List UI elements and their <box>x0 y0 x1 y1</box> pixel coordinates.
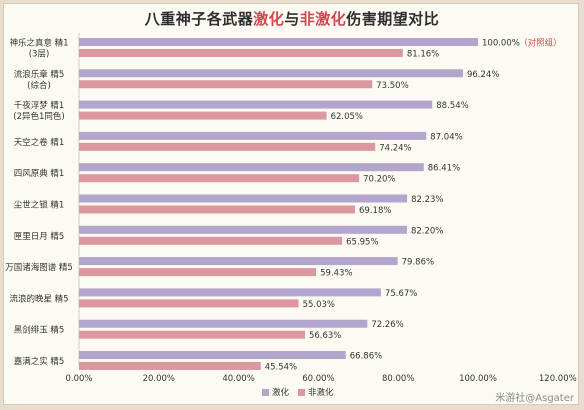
category-label: 神乐之真意 精1 <box>9 38 68 49</box>
bar-catalyze <box>79 257 398 266</box>
category-label: 四风原典 精1 <box>14 168 65 179</box>
title-part-2: 激化 <box>253 10 285 28</box>
category-label: 流浪的晚星 精5 <box>9 293 68 304</box>
bar-catalyze <box>79 319 368 328</box>
bar-noncatalyze <box>79 80 373 89</box>
watermark: 米游社@Asgater <box>495 393 574 404</box>
category-label: 匣里日月 精5 <box>14 231 65 242</box>
bar-catalyze <box>79 351 346 359</box>
category-label: 黑剑绯玉 精5 <box>14 325 65 336</box>
x-tick-label: 20.00% <box>143 374 175 384</box>
category-label: 尘世之锁 精1 <box>14 200 65 211</box>
category-label: 万国诸海图谱 精5 <box>5 262 73 273</box>
category-label: 千夜浮梦 精1 <box>14 100 65 111</box>
data-label: 75.67% <box>385 289 417 299</box>
data-label: 65.95% <box>346 237 378 247</box>
bar-catalyze <box>79 100 433 109</box>
title-part-3: 与 <box>284 10 300 28</box>
bar-catalyze <box>79 288 381 297</box>
x-tick-label: 40.00% <box>222 374 254 384</box>
data-label: 82.20% <box>411 226 443 236</box>
bar-noncatalyze <box>79 236 343 245</box>
category-label: 天空之卷 精1 <box>14 137 65 148</box>
data-label: 87.04% <box>430 132 462 142</box>
x-tick-label: 60.00% <box>302 374 334 384</box>
title-part-5: 伤害期望对比 <box>346 10 440 28</box>
x-tick-label: 100.00% <box>459 374 497 384</box>
bar-noncatalyze <box>79 49 403 57</box>
category-sublabel: (2异色1同色) <box>13 111 64 122</box>
category-label: 流浪乐章 精5 <box>14 69 65 80</box>
data-label: 100.00% <box>482 39 520 49</box>
annotation-control-group: （对照组） <box>519 38 562 49</box>
bar-noncatalyze <box>79 174 360 183</box>
data-label: 96.24% <box>467 70 499 80</box>
legend-label: 激化 <box>272 387 290 398</box>
chart-title: 八重神子各武器激化与非激化伤害期望对比 <box>0 8 584 29</box>
x-tick-label: 0.00% <box>65 374 92 384</box>
legend-swatch <box>298 389 305 396</box>
bar-noncatalyze <box>79 205 356 214</box>
category-label: 嘉满之实 精5 <box>14 356 65 367</box>
bar-noncatalyze <box>79 330 305 339</box>
title-part-4: 非激化 <box>299 10 347 28</box>
x-tick-label: 120.00% <box>539 374 577 384</box>
data-label: 88.54% <box>436 101 468 111</box>
legend-swatch <box>262 389 269 396</box>
data-label: 45.54% <box>265 363 297 373</box>
category-sublabel: (综合) <box>27 80 51 91</box>
bar-catalyze <box>79 38 478 46</box>
data-label: 56.63% <box>309 331 341 341</box>
bar-catalyze <box>79 225 407 234</box>
bar-catalyze <box>79 194 408 203</box>
bar-catalyze <box>79 131 427 140</box>
title-part-1: 八重神子各武器 <box>144 10 254 28</box>
bar-noncatalyze <box>79 142 376 151</box>
bar-noncatalyze <box>79 111 327 120</box>
data-label: 59.43% <box>320 269 352 279</box>
bar-noncatalyze <box>79 299 299 308</box>
data-label: 55.03% <box>303 300 335 310</box>
data-label: 86.41% <box>428 164 460 174</box>
legend-label: 非激化 <box>308 387 334 398</box>
bar-noncatalyze <box>79 268 317 277</box>
bar-catalyze <box>79 69 463 78</box>
data-label: 73.50% <box>376 81 408 91</box>
bar-noncatalyze <box>79 362 261 370</box>
data-label: 62.05% <box>331 112 363 122</box>
data-label: 81.16% <box>407 50 439 60</box>
data-label: 79.86% <box>402 258 434 268</box>
data-label: 82.23% <box>411 195 443 205</box>
data-label: 74.24% <box>379 143 411 153</box>
bar-catalyze <box>79 163 424 172</box>
data-label: 69.18% <box>359 206 391 216</box>
data-label: 66.86% <box>350 352 382 362</box>
category-sublabel: (3层) <box>29 50 50 60</box>
x-tick-label: 80.00% <box>382 374 414 384</box>
data-label: 70.20% <box>363 175 395 185</box>
data-label: 72.26% <box>371 320 403 330</box>
